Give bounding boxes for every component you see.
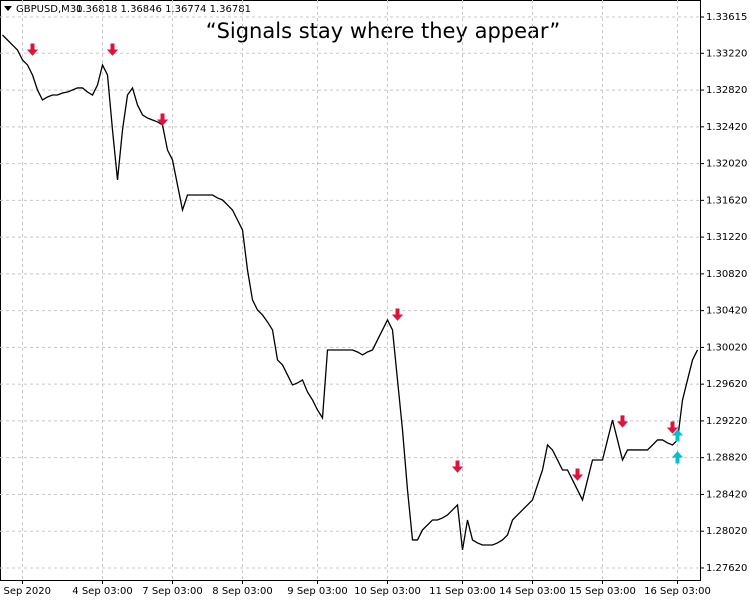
buy-signal: [671, 429, 684, 442]
y-tick-label: 1.30420: [706, 306, 747, 317]
y-tick-label: 1.27620: [706, 563, 747, 574]
sell-signal: [156, 113, 169, 126]
y-tick-label: 1.31220: [706, 232, 747, 243]
sell-signal: [391, 308, 404, 321]
plot-frame: [0, 0, 701, 581]
quote: 1.36818 1.36846 1.36774 1.36781: [76, 4, 251, 15]
x-tick-label: 3 Sep 2020: [0, 586, 51, 597]
y-tick-label: 1.29620: [706, 379, 747, 390]
x-tick-label: 4 Sep 03:00: [72, 586, 132, 597]
symbol: GBPUSD,M30: [16, 4, 83, 15]
x-tick-label: 9 Sep 03:00: [287, 586, 347, 597]
y-tick-label: 1.29220: [706, 416, 747, 427]
sell-signal: [451, 460, 464, 473]
x-tick-label: 7 Sep 03:00: [142, 586, 202, 597]
y-tick-label: 1.32820: [706, 85, 747, 96]
y-tick-label: 1.28820: [706, 453, 747, 464]
x-tick-label: 8 Sep 03:00: [212, 586, 272, 597]
y-tick-label: 1.31620: [706, 195, 747, 206]
y-tick-label: 1.28420: [706, 489, 747, 500]
price-line: [2, 34, 699, 551]
y-tick-label: 1.32420: [706, 122, 747, 133]
chart-title: “Signals stay where they appear”: [206, 19, 561, 43]
x-tick-label: 10 Sep 03:00: [354, 586, 421, 597]
x-tick-label: 15 Sep 03:00: [569, 586, 636, 597]
sell-signal: [106, 43, 119, 56]
y-tick-label: 1.33220: [706, 48, 747, 59]
y-tick-label: 1.28020: [706, 526, 747, 537]
y-tick-label: 1.30020: [706, 342, 747, 353]
sell-signal: [616, 415, 629, 428]
sell-signal: [666, 421, 679, 434]
x-tick-label: 14 Sep 03:00: [499, 586, 566, 597]
y-tick-label: 1.33615: [706, 12, 747, 23]
sell-signal: [26, 43, 39, 56]
x-tick-label: 16 Sep 03:00: [644, 586, 711, 597]
y-tick-label: 1.30820: [706, 269, 747, 280]
y-tick-label: 1.32020: [706, 159, 747, 170]
sell-signal: [571, 468, 584, 481]
x-tick-label: 11 Sep 03:00: [429, 586, 496, 597]
buy-signal: [671, 451, 684, 464]
menu-triangle: [4, 6, 12, 11]
